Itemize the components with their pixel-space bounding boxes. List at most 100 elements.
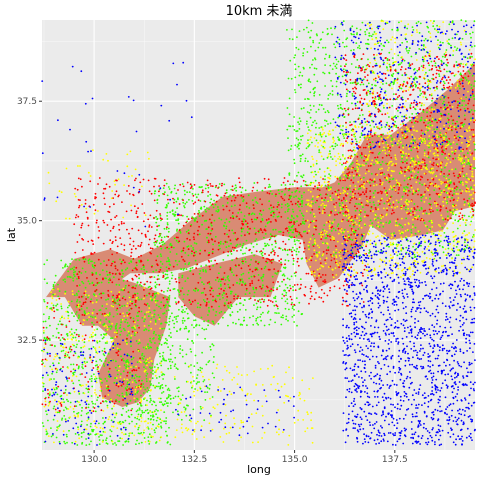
data-point-green [192,408,195,411]
data-point-green [140,432,143,434]
data-point-red [432,157,435,160]
data-point-green [412,139,415,142]
data-point-green [64,278,66,281]
data-point-green [252,323,255,326]
data-point-green [329,64,332,67]
data-point-green [123,364,126,367]
data-point-green [173,326,176,329]
data-point-green [384,90,387,93]
data-point-green [233,187,236,190]
data-point-green [252,246,255,248]
data-point-green [276,273,278,275]
data-point-green [286,29,288,31]
data-point-green [124,329,126,332]
data-point-red [282,234,284,237]
data-point-red [351,197,353,200]
data-point-green [199,405,202,408]
data-point-red [231,212,234,214]
data-point-green [109,435,112,438]
data-point-green [76,343,78,346]
data-point-green [322,46,324,49]
data-point-red [423,121,425,124]
data-point-green [305,123,308,125]
data-point-red [437,165,440,168]
data-point-green [401,115,403,118]
data-point-green [169,244,172,246]
data-point-red [98,177,101,179]
data-point-green [436,128,438,131]
data-point-green [205,228,208,231]
data-point-green [295,250,298,253]
data-point-red [239,204,242,207]
data-point-green [115,360,117,363]
data-point-red [381,140,384,143]
data-point-green [156,239,159,242]
data-point-red [364,264,367,267]
data-point-green [56,429,58,432]
data-point-red [272,206,275,209]
data-point-green [203,320,206,323]
data-point-red [296,187,299,190]
data-point-green [124,433,127,435]
data-point-green [296,248,298,250]
data-point-green [327,123,329,125]
data-point-green [281,274,284,277]
data-point-red [324,280,327,283]
data-point-green [324,184,327,187]
data-point-red [246,222,249,225]
data-point-green [91,335,93,338]
data-point-green [353,153,356,156]
data-point-green [90,298,93,301]
data-point-green [83,310,86,312]
data-point-red [259,209,262,212]
data-point-red [409,107,412,110]
data-point-green [315,126,317,129]
data-point-green [340,65,342,67]
data-point-green [414,226,417,229]
data-point-green [342,68,345,71]
data-point-red [281,197,284,200]
data-point-green [403,80,405,83]
data-point-red [216,194,219,197]
data-point-red [217,241,220,244]
data-point-green [455,33,458,36]
data-point-red [211,203,214,206]
data-point-green [421,195,424,198]
data-point-green [181,305,183,308]
data-point-green [415,209,418,212]
data-point-green [78,393,81,395]
data-point-green [161,392,163,394]
data-point-green [147,329,150,332]
data-point-red [257,262,260,265]
data-point-red [422,210,425,213]
data-point-green [112,359,115,362]
data-point-red [84,334,87,337]
data-point-red [199,252,201,255]
data-point-red [118,224,120,226]
data-point-green [167,387,170,390]
data-point-green [86,424,88,426]
data-point-green [410,75,413,78]
data-point-green [125,361,127,364]
data-point-green [111,337,114,340]
data-point-red [353,55,355,58]
data-point-red [98,394,101,397]
data-point-red [271,235,273,238]
data-point-green [231,311,234,313]
data-point-green [386,59,389,62]
data-point-green [183,205,185,207]
data-point-green [303,47,305,50]
data-point-green [214,279,217,281]
data-point-red [153,237,156,240]
data-point-green [175,253,178,255]
data-point-green [426,111,428,114]
data-point-green [108,325,110,328]
data-point-green [256,202,259,205]
data-point-green [120,413,123,416]
data-point-red [462,85,464,88]
data-point-red [423,159,426,162]
data-point-green [191,324,193,326]
data-point-red [299,223,302,225]
data-point-red [249,227,251,230]
data-point-green [324,85,326,87]
